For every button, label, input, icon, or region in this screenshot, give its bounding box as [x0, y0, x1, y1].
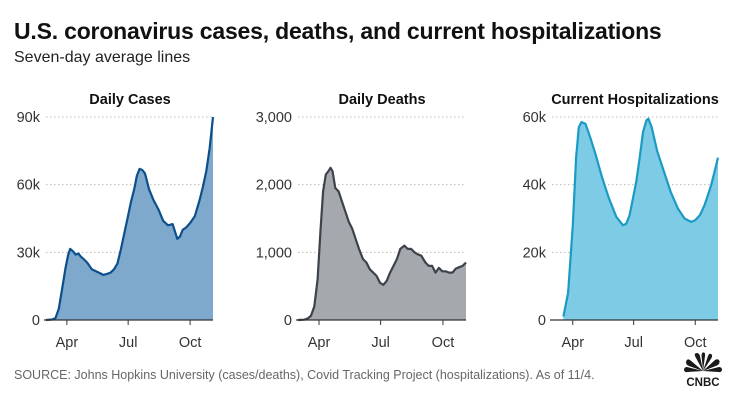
y-tick-label: 60k: [523, 110, 547, 126]
y-tick-label: 3,000: [256, 110, 292, 126]
x-tick-label: Oct: [432, 335, 455, 351]
chart-panel-2: Daily Deaths 0 1,000 2,000 3,000 Apr Jul Oct: [256, 92, 467, 351]
chart-title: Daily Deaths: [338, 92, 425, 108]
y-tick-label: 40k: [523, 178, 547, 194]
chart-title: Current Hospitalizations: [551, 92, 719, 108]
y-tick-label: 2,000: [256, 178, 292, 194]
chart-panel-3: Current Hospitalizations 0 20k 40k 60k Apr Jul…: [523, 92, 720, 351]
cnbc-peacock-logo: CNBC: [684, 352, 722, 389]
series-area: [563, 118, 718, 320]
x-tick-label: Jul: [119, 335, 138, 351]
page-title: U.S. coronavirus cases, deaths, and curr…: [14, 18, 662, 44]
source-note: SOURCE: Johns Hopkins University (cases/…: [14, 368, 595, 382]
series-area: [298, 167, 466, 320]
y-tick-label: 30k: [17, 245, 41, 261]
series-area: [46, 117, 213, 320]
y-tick-label: 1,000: [256, 245, 292, 261]
logo-wordmark: CNBC: [686, 377, 719, 389]
y-tick-label: 60k: [17, 178, 41, 194]
series-line: [45, 116, 215, 322]
x-tick-label: Oct: [179, 335, 202, 351]
y-tick-label: 0: [32, 313, 40, 329]
x-tick-label: Oct: [684, 335, 707, 351]
series-line: [562, 117, 720, 317]
x-tick-label: Apr: [56, 335, 79, 351]
chart-panel-1: Daily Cases 0 30k 60k 90k Apr Jul Oct: [17, 92, 215, 351]
y-tick-label: 0: [538, 313, 546, 329]
x-tick-label: Apr: [308, 335, 331, 351]
x-tick-label: Jul: [624, 335, 643, 351]
y-tick-label: 20k: [523, 245, 547, 261]
y-tick-label: 90k: [17, 110, 41, 126]
x-tick-label: Apr: [561, 335, 584, 351]
series-line: [297, 166, 467, 322]
chart-title: Daily Cases: [89, 92, 170, 108]
page-subtitle: Seven-day average lines: [14, 49, 191, 66]
x-tick-label: Jul: [371, 335, 390, 351]
y-tick-label: 0: [284, 313, 292, 329]
